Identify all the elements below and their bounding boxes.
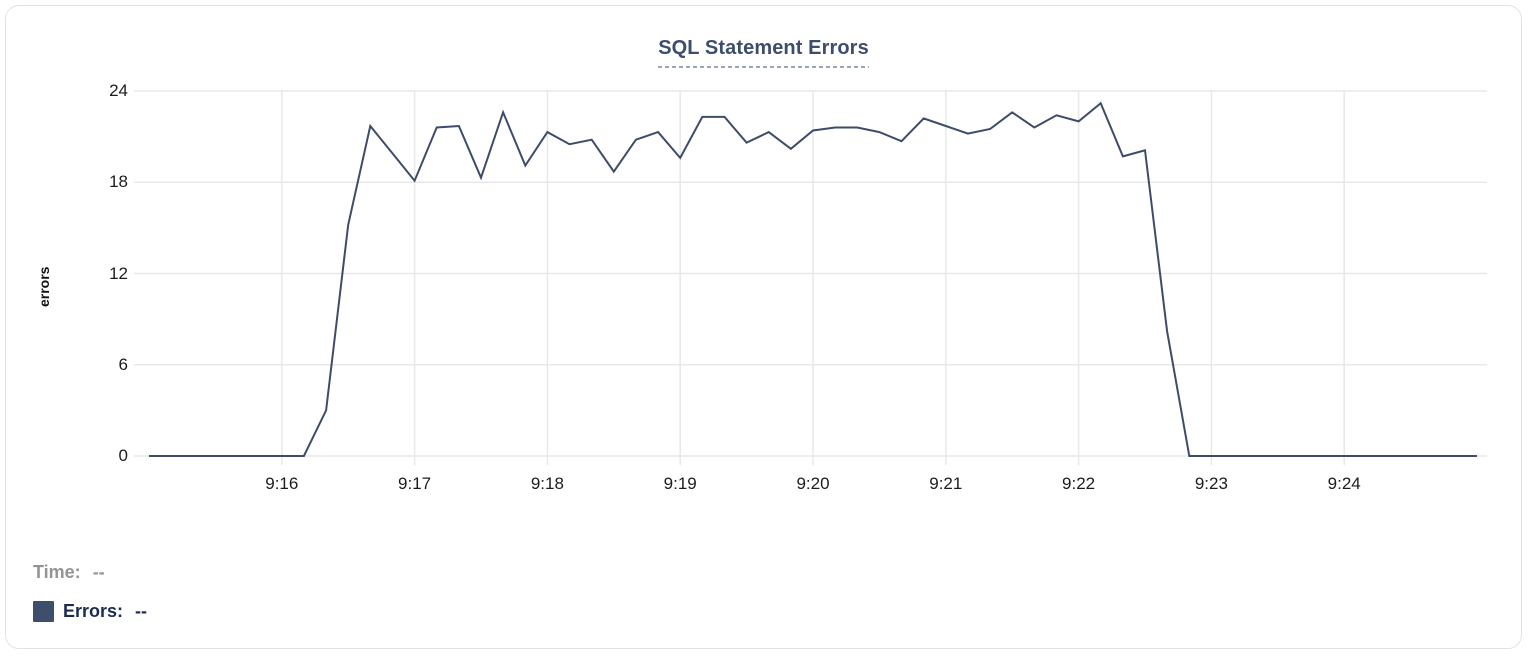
y-tick-label: 18	[66, 172, 128, 192]
time-label: Time:	[33, 562, 81, 583]
time-value: --	[93, 562, 105, 583]
x-tick-label: 9:21	[916, 474, 976, 494]
y-tick-label: 24	[66, 81, 128, 101]
x-tick-label: 9:23	[1181, 474, 1241, 494]
x-tick-label: 9:18	[517, 474, 577, 494]
errors-value: --	[135, 601, 147, 622]
errors-series-swatch	[33, 601, 54, 622]
x-tick-label: 9:17	[385, 474, 445, 494]
y-tick-label: 6	[66, 355, 128, 375]
gridlines	[134, 91, 1487, 465]
errors-line-chart[interactable]	[6, 6, 1528, 658]
x-tick-label: 9:22	[1049, 474, 1109, 494]
legend-time-row: Time: --	[33, 561, 147, 583]
y-tick-label: 12	[66, 264, 128, 284]
x-tick-label: 9:20	[783, 474, 843, 494]
y-tick-label: 0	[66, 446, 128, 466]
x-tick-label: 9:19	[650, 474, 710, 494]
errors-label: Errors:	[63, 601, 123, 622]
legend-errors-row: Errors: --	[33, 600, 147, 622]
x-tick-label: 9:16	[252, 474, 312, 494]
hover-legend: Time: -- Errors: --	[33, 561, 147, 622]
x-tick-label: 9:24	[1314, 474, 1374, 494]
